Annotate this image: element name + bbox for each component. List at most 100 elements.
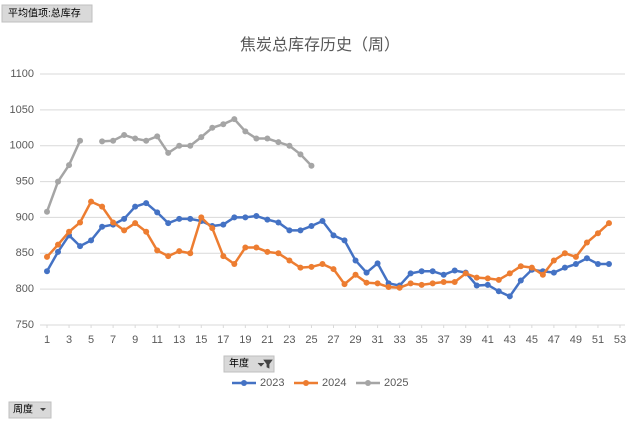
point bbox=[352, 257, 359, 264]
point bbox=[220, 253, 227, 260]
point bbox=[154, 133, 161, 140]
x-tick-label: 53 bbox=[614, 334, 626, 346]
point bbox=[242, 128, 249, 135]
x-tick-label: 43 bbox=[504, 334, 516, 346]
x-tick-label: 49 bbox=[570, 334, 582, 346]
point bbox=[297, 264, 304, 271]
point bbox=[550, 269, 557, 276]
point bbox=[77, 219, 84, 226]
point bbox=[473, 282, 480, 289]
point bbox=[396, 284, 403, 291]
x-tick-label: 17 bbox=[217, 334, 229, 346]
value-field-button[interactable]: 平均值项:总库存 bbox=[1, 4, 93, 23]
point bbox=[363, 269, 370, 276]
x-tick-label: 31 bbox=[371, 334, 383, 346]
x-tick-label: 15 bbox=[195, 334, 207, 346]
point bbox=[440, 278, 447, 285]
point bbox=[594, 230, 601, 237]
x-tick-label: 33 bbox=[393, 334, 405, 346]
x-tick-label: 7 bbox=[110, 334, 116, 346]
point bbox=[506, 270, 513, 277]
point bbox=[308, 223, 315, 230]
x-tick-label: 45 bbox=[526, 334, 538, 346]
button-label: 平均值项:总库存 bbox=[8, 7, 81, 20]
point bbox=[385, 283, 392, 290]
point bbox=[462, 270, 469, 277]
point bbox=[308, 162, 315, 169]
point bbox=[209, 225, 216, 232]
button-label: 年度 bbox=[229, 357, 249, 370]
point bbox=[176, 248, 183, 255]
point bbox=[55, 248, 62, 255]
point bbox=[231, 116, 238, 123]
point bbox=[330, 266, 337, 273]
row-field-button[interactable]: 周度 bbox=[8, 401, 52, 419]
x-tick-label: 37 bbox=[438, 334, 450, 346]
chart-title: 焦炭总库存历史（周） bbox=[240, 36, 400, 54]
point bbox=[220, 121, 227, 128]
x-tick-label: 9 bbox=[132, 334, 138, 346]
point bbox=[66, 228, 73, 235]
legend-marker bbox=[365, 380, 371, 386]
point bbox=[418, 281, 425, 288]
point bbox=[286, 142, 293, 149]
point bbox=[506, 293, 513, 300]
point bbox=[242, 244, 249, 251]
legend-label: 2025 bbox=[384, 377, 408, 389]
point bbox=[517, 277, 524, 284]
point bbox=[44, 208, 50, 215]
point bbox=[363, 279, 370, 286]
point bbox=[583, 239, 590, 246]
point bbox=[352, 271, 359, 278]
point bbox=[88, 198, 95, 205]
point bbox=[143, 137, 150, 144]
button-bg bbox=[8, 401, 52, 419]
x-tick-label: 25 bbox=[305, 334, 317, 346]
point bbox=[374, 280, 381, 287]
point bbox=[220, 221, 227, 228]
button-label: 周度 bbox=[13, 403, 33, 416]
point bbox=[330, 232, 337, 239]
x-tick-label: 1 bbox=[44, 334, 50, 346]
point bbox=[264, 135, 271, 142]
point bbox=[99, 223, 106, 230]
point bbox=[473, 274, 480, 281]
point bbox=[253, 135, 260, 142]
x-tick-label: 39 bbox=[460, 334, 472, 346]
point bbox=[209, 124, 216, 131]
point bbox=[88, 237, 95, 244]
point bbox=[198, 134, 205, 141]
column-field-button[interactable]: 年度 bbox=[223, 355, 275, 373]
button-bg bbox=[223, 355, 275, 373]
point bbox=[99, 203, 106, 210]
point bbox=[429, 280, 436, 287]
point bbox=[176, 142, 183, 149]
point bbox=[572, 253, 579, 260]
point bbox=[66, 162, 73, 169]
point bbox=[253, 212, 260, 219]
point bbox=[440, 271, 447, 278]
x-tick-label: 11 bbox=[151, 334, 162, 346]
legend-marker bbox=[241, 380, 247, 386]
button-bg bbox=[1, 4, 93, 23]
x-tick-label: 27 bbox=[327, 334, 339, 346]
x-tick-label: 47 bbox=[548, 334, 560, 346]
point bbox=[407, 280, 414, 287]
point bbox=[77, 243, 84, 250]
point bbox=[154, 209, 161, 216]
point bbox=[286, 227, 293, 234]
legend-marker bbox=[303, 380, 309, 386]
point bbox=[418, 268, 425, 275]
point bbox=[121, 215, 128, 222]
point bbox=[495, 276, 502, 283]
series-line bbox=[45, 117, 313, 213]
x-tick-label: 21 bbox=[261, 334, 273, 346]
legend-label: 2023 bbox=[260, 377, 284, 389]
point bbox=[484, 275, 491, 282]
point bbox=[286, 257, 293, 264]
x-tick-label: 41 bbox=[482, 334, 494, 346]
series bbox=[44, 198, 612, 291]
y-tick-label: 1100 bbox=[10, 68, 34, 80]
point bbox=[517, 263, 524, 270]
